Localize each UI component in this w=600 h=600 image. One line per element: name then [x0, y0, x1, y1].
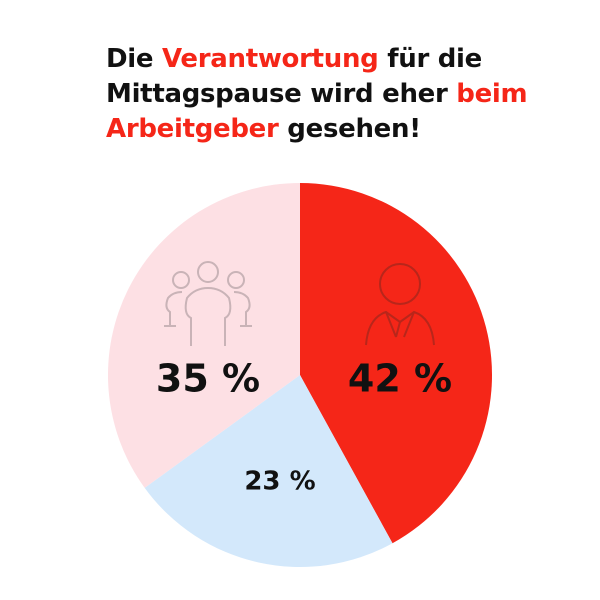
title-text: Mittagspause wird eher	[106, 79, 457, 109]
slice-label: 23 %	[244, 466, 315, 496]
title-highlight: Verantwortung	[161, 44, 379, 74]
title-text: gesehen!	[278, 114, 421, 144]
chart-title: Die Verantwortung für die Mittagspause w…	[106, 42, 546, 147]
title-line-3: Arbeitgeber gesehen!	[106, 112, 546, 147]
title-highlight: Arbeitgeber	[106, 114, 279, 144]
group-icon	[164, 261, 252, 346]
title-text: für die	[378, 44, 483, 74]
slice-label: 35 %	[156, 357, 260, 401]
title-highlight: beim	[456, 79, 528, 109]
slice-label: 42 %	[348, 357, 452, 401]
person-icon	[365, 263, 435, 346]
title-text: Die	[106, 44, 162, 74]
pie-slice	[300, 183, 492, 544]
pie-slice	[144, 375, 393, 567]
title-line-2: Mittagspause wird eher beim	[106, 77, 546, 112]
pie-slice	[108, 183, 300, 488]
title-line-1: Die Verantwortung für die	[106, 42, 546, 77]
